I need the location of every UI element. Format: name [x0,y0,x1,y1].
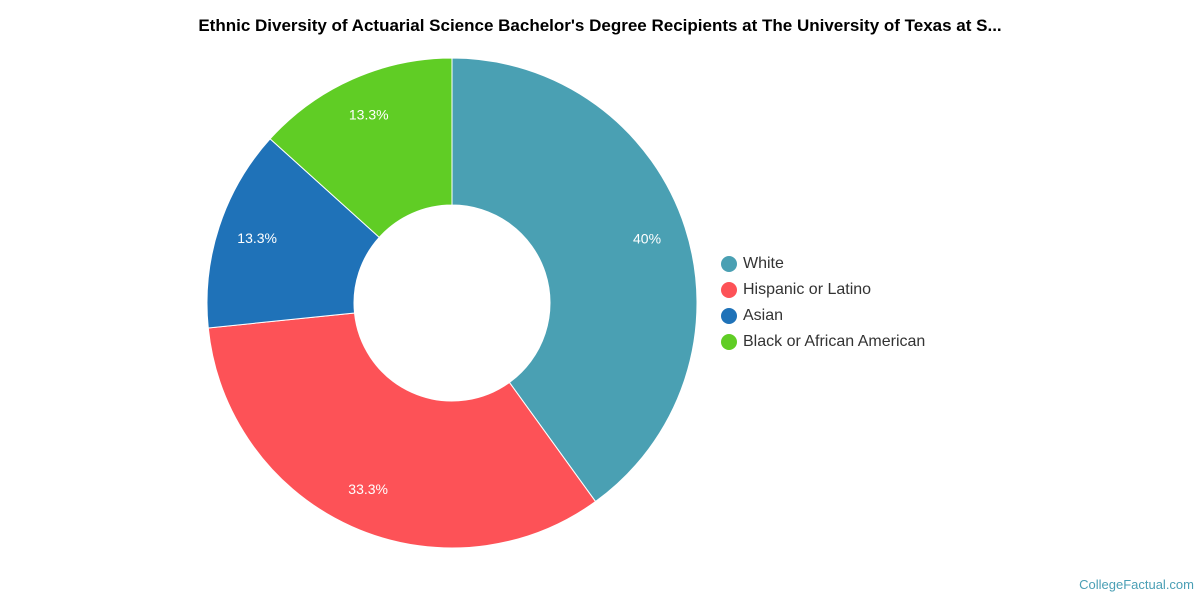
legend: White Hispanic or Latino Asian Black or Afr… [721,255,925,350]
slice-label-hispanic-or-latino: 33.3% [348,481,388,497]
legend-label-hispanic-or-latino: Hispanic or Latino [743,281,871,298]
legend-item-black-or-african-american[interactable]: Black or African American [721,333,925,350]
legend-label-white: White [743,255,784,272]
slice-label-white: 40% [633,231,661,247]
labels-layer: 40% 33.3% 13.3% 13.3% [237,106,661,496]
legend-label-black-or-african-american: Black or African American [743,333,925,350]
legend-item-hispanic-or-latino[interactable]: Hispanic or Latino [721,281,871,298]
slice-hispanic-or-latino[interactable] [207,312,597,549]
legend-label-asian: Asian [743,307,783,324]
slice-asian[interactable] [206,138,380,329]
legend-marker-black-or-african-american [721,334,737,350]
watermark-link[interactable]: CollegeFactual.com [1079,577,1194,592]
slice-label-asian: 13.3% [237,230,277,246]
legend-marker-hispanic-or-latino [721,282,737,298]
legend-marker-white [721,256,737,272]
legend-item-white[interactable]: White [721,255,784,272]
slice-black-or-african-american[interactable] [269,57,453,239]
legend-item-asian[interactable]: Asian [721,307,783,324]
chart-title: Ethnic Diversity of Actuarial Science Ba… [198,16,1002,35]
slices-layer [206,57,698,549]
slice-label-black-or-african-american: 13.3% [349,106,389,122]
slice-white[interactable] [451,57,698,503]
legend-marker-asian [721,308,737,324]
